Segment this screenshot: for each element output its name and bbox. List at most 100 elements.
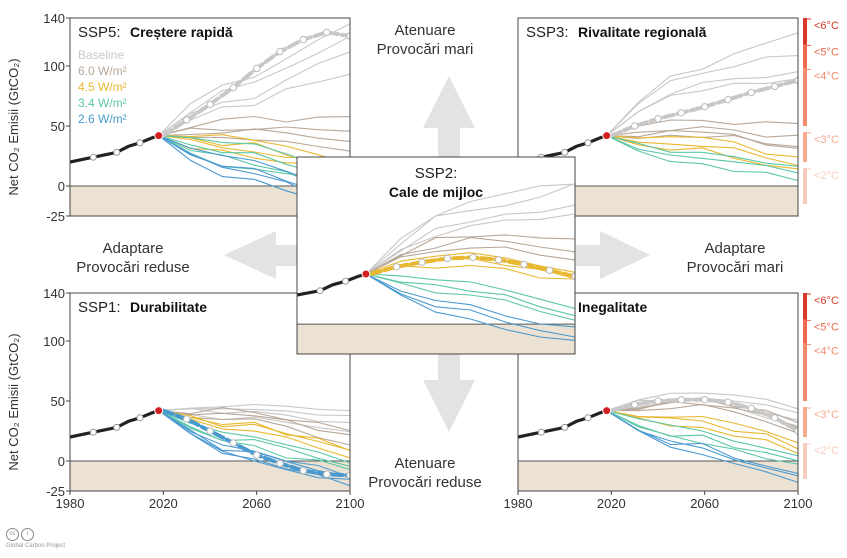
series-line-baseline-1 [158,23,350,136]
historical-point [89,153,97,161]
historical-point [584,139,592,147]
panel-title-code: SSP1: [78,299,121,316]
panel-title-code: SSP2: [415,165,458,182]
marker-scenario-point [299,466,307,475]
marker-scenario-point [545,266,554,275]
x-tick-label: 2100 [336,496,365,511]
marker-scenario-point [677,109,685,117]
temperature-bar [803,293,807,323]
marker-scenario-point [183,116,191,124]
footer: cc i Global Carbon Project [6,528,65,549]
panel-title-name: Rivalitate regională [578,24,707,40]
series-line-baseline-3 [158,73,350,137]
plot-frame [517,292,799,492]
legend: Baseline 6.0 W/m² 4.5 W/m² 3.4 W/m² 2.6 W/m² [78,48,127,126]
historical-point [136,139,144,147]
series-line-4-5-0 [606,135,798,166]
series-line-3-4-2 [606,135,798,167]
series-line-baseline-2 [158,403,350,412]
series-line-3-4-0 [606,135,798,174]
marker-scenario-point [631,122,639,130]
temperature-bar [803,44,807,69]
marker-scenario-point [654,115,662,123]
series-line-2-6-1 [365,273,575,328]
series-line-baseline-3 [365,213,575,275]
marker-scenario-point [701,103,709,111]
current-emissions-marker [154,131,164,141]
series-line-2-6-2 [158,410,350,478]
series-line-baseline-2 [365,183,575,275]
temperature-label: <6°C [814,295,839,307]
label-adaptation-high: Adaptare Provocări mari [686,240,784,276]
panel-ssp2 [296,156,576,355]
y-tick-label: 140 [43,286,65,301]
temperature-label: <2°C [814,170,839,182]
legend-entry: Baseline [78,48,124,62]
series-line-6-0-0 [158,126,350,137]
marker-scenario-point [724,95,732,104]
series-line-4-5-1 [365,252,575,275]
panel-title-name: Durabilitate [130,299,207,315]
panel-title-code: SSP3: [526,24,569,41]
temperature-bar [803,443,807,479]
y-tick-label: 0 [58,179,65,194]
series-line-4-5-1 [158,134,350,166]
series-line-4-5-0 [158,410,350,452]
historical-point [537,428,545,436]
series-line-3-4-1 [365,273,575,321]
marker-scenario-point [392,263,401,271]
marker-scenario-point [631,400,639,409]
marker-scenario-point [677,396,685,404]
marker-scenario-point [183,415,191,423]
legend-entry: 3.4 W/m² [78,96,127,110]
historical-point [136,414,144,422]
series-line-baseline-3 [606,71,798,137]
label-mitigation-low: Atenuare Provocări reduse [368,455,482,491]
y-tick-label: 140 [43,11,65,26]
by-icon: i [21,528,34,541]
label-mitigation-high: Atenuare Provocări mari [376,22,474,58]
panel-title-name: Creștere rapidă [130,24,233,40]
series-line-3-4-2 [158,410,350,464]
x-tick-label: 2060 [242,496,271,511]
negative-emissions-zone [297,324,575,354]
temperature-label: <5°C [814,46,839,58]
arrow-left [224,231,298,279]
series-line-3-4-0 [606,410,798,462]
series-line-4-5-1 [606,410,798,455]
series-line-4-5-2 [606,410,798,444]
temperature-bar [803,18,807,48]
series-line-baseline-1 [606,32,798,136]
panel-title-code: SSP5: [78,24,121,41]
arrow-down [423,352,475,432]
series-line-3-4-1 [606,410,798,457]
marker-scenario-point [276,47,284,56]
series-line-3-4-0 [365,273,575,317]
marker-scenario-point [253,451,261,459]
series-line-baseline-1 [365,204,575,275]
historical-point [89,428,97,436]
series-line-6-0-1 [365,234,575,275]
plot-frame [296,156,576,355]
marker-scenario-point [206,100,214,109]
marker-scenario-point [253,64,261,73]
marker-scenario-point [299,35,307,44]
negative-emissions-zone [70,461,350,491]
temperature-label: <6°C [814,20,839,32]
historical-point [561,148,569,156]
marker-scenario-point [494,256,503,264]
marker-scenario-point [771,82,779,91]
marker-scenario-point [443,254,452,263]
temperature-bar [803,132,807,162]
marker-scenario-point [701,396,709,404]
marker-scenario-point [229,83,238,92]
series-line-baseline-0 [606,55,798,136]
cc-icon: cc [6,528,19,541]
series-line-6-0-1 [158,128,350,142]
arrow-up [423,76,475,158]
temperature-bar [803,168,807,204]
series-line-3-4-2 [365,273,575,310]
temperature-bar [803,68,807,126]
series-line-6-0-2 [365,246,575,275]
